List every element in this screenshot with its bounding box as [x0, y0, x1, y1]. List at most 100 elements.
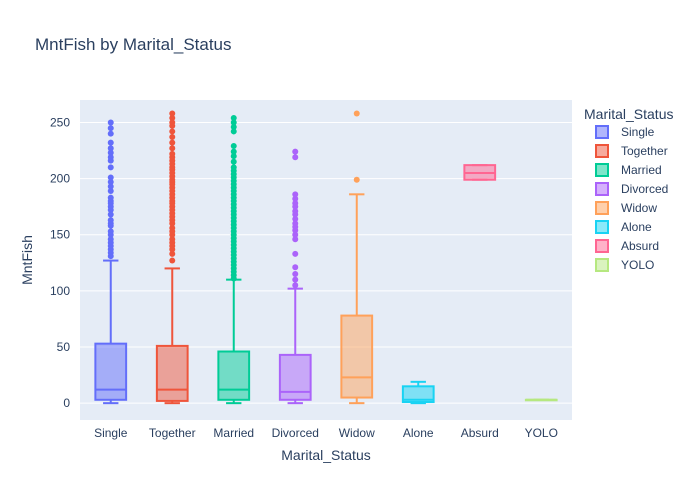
outlier-point: [353, 176, 360, 183]
box-iqr: [278, 353, 312, 401]
outlier-point: [292, 236, 299, 243]
outlier-point: [169, 236, 176, 243]
legend-item-together[interactable]: Together: [595, 144, 668, 158]
box-iqr: [94, 342, 128, 401]
x-tick-label: Widow: [339, 426, 375, 440]
outlier-point: [107, 194, 114, 201]
y-tick-label: 200: [50, 172, 70, 186]
outlier-point: [292, 220, 299, 227]
box-absurd: [463, 164, 497, 181]
outlier-point: [107, 236, 114, 243]
legend-swatch: [595, 125, 609, 139]
outlier-point: [169, 114, 176, 121]
outlier-point: [230, 128, 237, 135]
legend-swatch: [595, 144, 609, 158]
outlier-point: [292, 282, 299, 289]
legend-item-single[interactable]: Single: [595, 125, 655, 139]
y-tick-label: 100: [50, 284, 70, 298]
legend-label: Divorced: [621, 182, 668, 196]
legend-label: Single: [621, 125, 655, 139]
x-tick-label: Single: [94, 426, 128, 440]
legend-item-widow[interactable]: Widow: [595, 201, 657, 215]
outlier-point: [169, 257, 176, 264]
outlier-point: [292, 154, 299, 161]
box-series: [94, 110, 558, 405]
x-tick-label: Absurd: [461, 426, 499, 440]
outlier-point: [107, 211, 114, 218]
legend-swatch: [595, 239, 609, 253]
outlier-point: [169, 119, 176, 126]
box-divorced: [278, 148, 312, 405]
x-tick-label: Married: [213, 426, 254, 440]
legend-swatch: [595, 201, 609, 215]
outlier-point: [107, 164, 114, 171]
box-iqr: [217, 350, 251, 401]
outlier-point: [169, 150, 176, 157]
legend: Marital_Status Single Together Married Divo…: [584, 106, 673, 272]
legend-item-married[interactable]: Married: [595, 163, 662, 177]
outlier-point: [230, 158, 237, 165]
outlier-point: [107, 145, 114, 152]
outlier-point: [107, 217, 114, 224]
legend-item-alone[interactable]: Alone: [595, 220, 652, 234]
outlier-point: [169, 139, 176, 146]
outlier-point: [107, 228, 114, 235]
box-together: [155, 110, 189, 405]
outlier-point: [230, 143, 237, 150]
outlier-point: [292, 264, 299, 271]
outlier-point: [292, 250, 299, 257]
outlier-point: [107, 154, 114, 161]
outlier-point: [107, 125, 114, 132]
x-tick-label: Together: [149, 426, 196, 440]
outlier-point: [169, 145, 176, 152]
outlier-point: [169, 250, 176, 257]
box-yolo: [524, 398, 558, 402]
outlier-point: [107, 149, 114, 156]
legend-swatch: [595, 182, 609, 196]
legend-label: Married: [621, 163, 662, 177]
y-tick-label: 50: [57, 340, 71, 354]
outlier-point: [230, 164, 237, 171]
plot-area: [80, 100, 572, 420]
outlier-point: [292, 148, 299, 155]
y-axis-title: MntFish: [19, 235, 35, 285]
outlier-point: [169, 128, 176, 135]
legend-item-absurd[interactable]: Absurd: [595, 239, 659, 253]
outlier-point: [230, 153, 237, 160]
outlier-point: [292, 200, 299, 207]
y-axis-ticks: 0 50 100 150 200 250: [50, 115, 70, 410]
outlier-point: [353, 110, 360, 117]
box-iqr: [340, 314, 374, 399]
y-tick-label: 0: [63, 396, 70, 410]
legend-label: Widow: [621, 201, 657, 215]
outlier-point: [292, 208, 299, 215]
outlier-point: [292, 216, 299, 223]
outlier-point: [107, 174, 114, 181]
legend-item-yolo[interactable]: YOLO: [595, 258, 654, 272]
outlier-point: [230, 119, 237, 126]
outlier-point: [107, 187, 114, 194]
legend-item-divorced[interactable]: Divorced: [595, 182, 668, 196]
legend-label: Together: [621, 144, 668, 158]
x-tick-label: Alone: [403, 426, 434, 440]
box-single: [94, 119, 128, 405]
legend-label: YOLO: [621, 258, 654, 272]
outlier-point: [292, 195, 299, 202]
legend-swatch: [595, 163, 609, 177]
y-tick-label: 250: [50, 115, 70, 129]
outlier-point: [292, 271, 299, 278]
chart-title: MntFish by Marital_Status: [35, 35, 232, 54]
outlier-point: [169, 134, 176, 141]
box-alone: [401, 380, 435, 405]
outlier-point: [107, 178, 114, 185]
outlier-point: [169, 225, 176, 231]
box-married: [217, 114, 251, 405]
outlier-point: [230, 148, 237, 155]
legend-swatch: [595, 220, 609, 234]
x-tick-label: Divorced: [272, 426, 319, 440]
legend-label: Absurd: [621, 239, 659, 253]
legend-title: Marital_Status: [584, 106, 673, 122]
outlier-point: [292, 191, 299, 198]
x-axis-title: Marital_Status: [281, 447, 370, 463]
